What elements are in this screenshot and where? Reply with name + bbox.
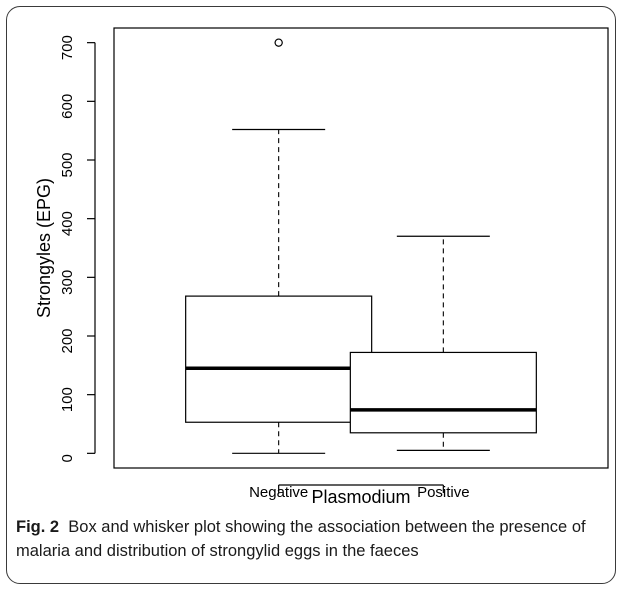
y-tick-label: 500 (59, 152, 76, 177)
y-tick-label: 300 (59, 270, 76, 295)
x-tick-label: Positive (417, 484, 470, 501)
box-positive (349, 235, 537, 451)
caption-text: Box and whisker plot showing the associa… (16, 518, 586, 560)
plot-area-border (113, 27, 609, 469)
box-negative (185, 38, 373, 454)
y-tick-label: 700 (59, 35, 76, 60)
y-tick-label: 100 (59, 387, 76, 412)
y-tick-label: 600 (59, 94, 76, 119)
x-tick-label: Negative (249, 484, 308, 501)
y-tick-label: 0 (59, 454, 76, 462)
iqr-box (349, 351, 537, 434)
x-axis-label: Plasmodium (311, 487, 410, 507)
outlier-point (274, 38, 283, 47)
y-axis: 0 100 200 300 400 500 600 700 (59, 35, 96, 463)
figure-caption: Fig. 2 Box and whisker plot showing the … (16, 515, 608, 563)
boxes-group (185, 38, 537, 454)
y-tick-label: 200 (59, 328, 76, 353)
y-tick-label: 400 (59, 211, 76, 236)
y-axis-label: Strongyles (EPG) (34, 178, 54, 318)
x-axis: Negative Positive (249, 484, 470, 501)
figure-frame (6, 6, 616, 584)
iqr-box (185, 295, 373, 423)
caption-label: Fig. 2 (16, 518, 60, 536)
